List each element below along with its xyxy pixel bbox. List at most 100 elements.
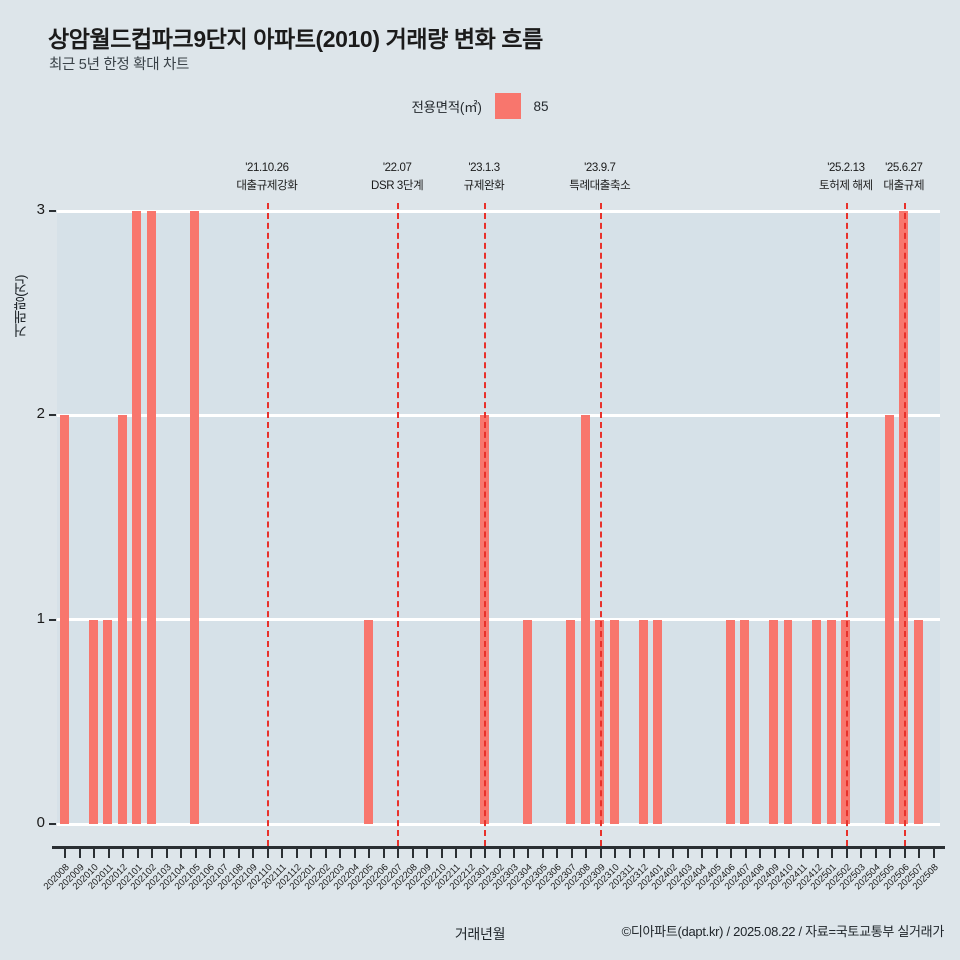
y-tick-mark-1 <box>49 618 56 621</box>
x-tick-202110 <box>266 849 269 858</box>
bar-202012[interactable] <box>117 415 127 824</box>
event-label-202110: '21.10.26 대출규제강화 <box>197 160 337 196</box>
event-line-202309 <box>599 203 602 846</box>
x-tick-202404 <box>701 849 704 858</box>
x-tick-202107 <box>223 849 226 858</box>
bar-202412[interactable] <box>812 619 822 824</box>
x-tick-202411 <box>802 849 805 858</box>
gridline-3 <box>57 209 940 213</box>
x-tick-202408 <box>759 849 762 858</box>
bar-202304[interactable] <box>522 619 532 824</box>
x-tick-202108 <box>237 849 240 858</box>
x-tick-202106 <box>208 849 211 858</box>
x-tick-202504 <box>874 849 877 858</box>
y-tick-label-0: 0 <box>36 814 45 831</box>
x-tick-202309 <box>599 849 602 858</box>
x-tick-202308 <box>585 849 588 858</box>
x-tick-202307 <box>570 849 573 858</box>
x-tick-202402 <box>672 849 675 858</box>
x-tick-202301 <box>484 849 487 858</box>
x-tick-202501 <box>831 849 834 858</box>
x-tick-202211 <box>455 849 458 858</box>
bar-202407[interactable] <box>740 619 750 824</box>
bar-202507[interactable] <box>913 619 923 824</box>
x-tick-202507 <box>918 849 921 858</box>
x-tick-202203 <box>339 849 342 858</box>
x-tick-202011 <box>107 849 110 858</box>
event-text: DSR 3단계 <box>371 179 424 192</box>
x-tick-202505 <box>889 849 892 858</box>
x-tick-202209 <box>426 849 429 858</box>
bar-202011[interactable] <box>103 619 113 824</box>
bar-202105[interactable] <box>190 211 199 824</box>
legend-color-swatch <box>494 93 521 119</box>
bar-202310[interactable] <box>609 619 619 824</box>
x-tick-202008 <box>64 849 67 858</box>
plot-area <box>57 209 940 826</box>
x-tick-202208 <box>411 849 414 858</box>
page-title: 상암월드컵파크9단지 아파트(2010) 거래량 변화 흐름 <box>48 26 543 52</box>
legend-title: 전용면적(㎡) <box>411 100 482 115</box>
event-label-202301: '23.1.3 규제완화 <box>414 160 554 196</box>
x-tick-202503 <box>860 849 863 858</box>
bar-202409[interactable] <box>769 619 778 824</box>
bar-202505[interactable] <box>884 415 894 824</box>
bar-202312[interactable] <box>638 619 648 824</box>
bar-202406[interactable] <box>725 619 735 824</box>
bar-202501[interactable] <box>826 619 836 824</box>
x-tick-202508 <box>932 849 935 858</box>
x-tick-202212 <box>469 849 472 858</box>
x-tick-202306 <box>556 849 559 858</box>
event-text: 대출규제 <box>883 179 925 192</box>
bar-202308[interactable] <box>580 415 590 824</box>
y-tick-label-1: 1 <box>36 609 45 627</box>
bar-202410[interactable] <box>783 619 793 824</box>
bar-202008[interactable] <box>59 415 69 824</box>
x-tick-202109 <box>252 849 255 858</box>
x-tick-202103 <box>165 849 168 858</box>
y-axis-title-text: 거래량(건) <box>12 275 28 338</box>
bar-202401[interactable] <box>653 619 663 824</box>
x-tick-202210 <box>440 849 443 858</box>
x-tick-202312 <box>643 849 646 858</box>
x-tick-202204 <box>353 849 356 858</box>
x-tick-202101 <box>136 849 139 858</box>
x-tick-202506 <box>903 849 906 858</box>
y-tick-label-3: 3 <box>36 201 45 218</box>
gridline-1 <box>57 618 940 622</box>
x-axis-title: 거래년월 <box>454 926 506 942</box>
y-tick-mark-3 <box>49 210 56 212</box>
event-line-202207 <box>397 203 400 846</box>
bar-202307[interactable] <box>566 619 576 824</box>
x-tick-202310 <box>614 849 617 858</box>
x-tick-202502 <box>845 849 848 858</box>
x-tick-202304 <box>527 849 530 858</box>
event-text: 토허제 해제 <box>819 179 873 192</box>
x-tick-202012 <box>122 849 125 858</box>
x-axis-line <box>52 846 945 849</box>
x-tick-202206 <box>382 849 385 858</box>
event-date: '25.6.27 <box>885 162 923 174</box>
bar-202102[interactable] <box>146 211 156 824</box>
x-tick-202407 <box>744 849 747 858</box>
x-tick-202405 <box>715 849 718 858</box>
gridline-2 <box>57 413 940 417</box>
x-tick-202412 <box>816 849 819 858</box>
bar-202205[interactable] <box>363 619 373 824</box>
x-tick-202410 <box>788 849 790 858</box>
event-date: '21.10.26 <box>245 162 289 174</box>
bar-202010[interactable] <box>88 619 98 824</box>
bar-series <box>57 211 940 824</box>
event-date: '23.9.7 <box>584 162 616 174</box>
y-tick-mark-2 <box>49 414 56 417</box>
x-tick-202401 <box>657 849 660 858</box>
event-date: '25.2.13 <box>827 162 865 174</box>
x-tick-202207 <box>397 849 400 858</box>
x-tick-202112 <box>295 849 298 858</box>
bar-202101[interactable] <box>132 211 142 824</box>
event-line-202506 <box>903 203 906 846</box>
gridline-0 <box>57 822 940 826</box>
event-date: '23.1.3 <box>468 162 500 174</box>
x-tick-202105 <box>194 849 197 858</box>
event-text: 특례대출축소 <box>569 179 631 192</box>
